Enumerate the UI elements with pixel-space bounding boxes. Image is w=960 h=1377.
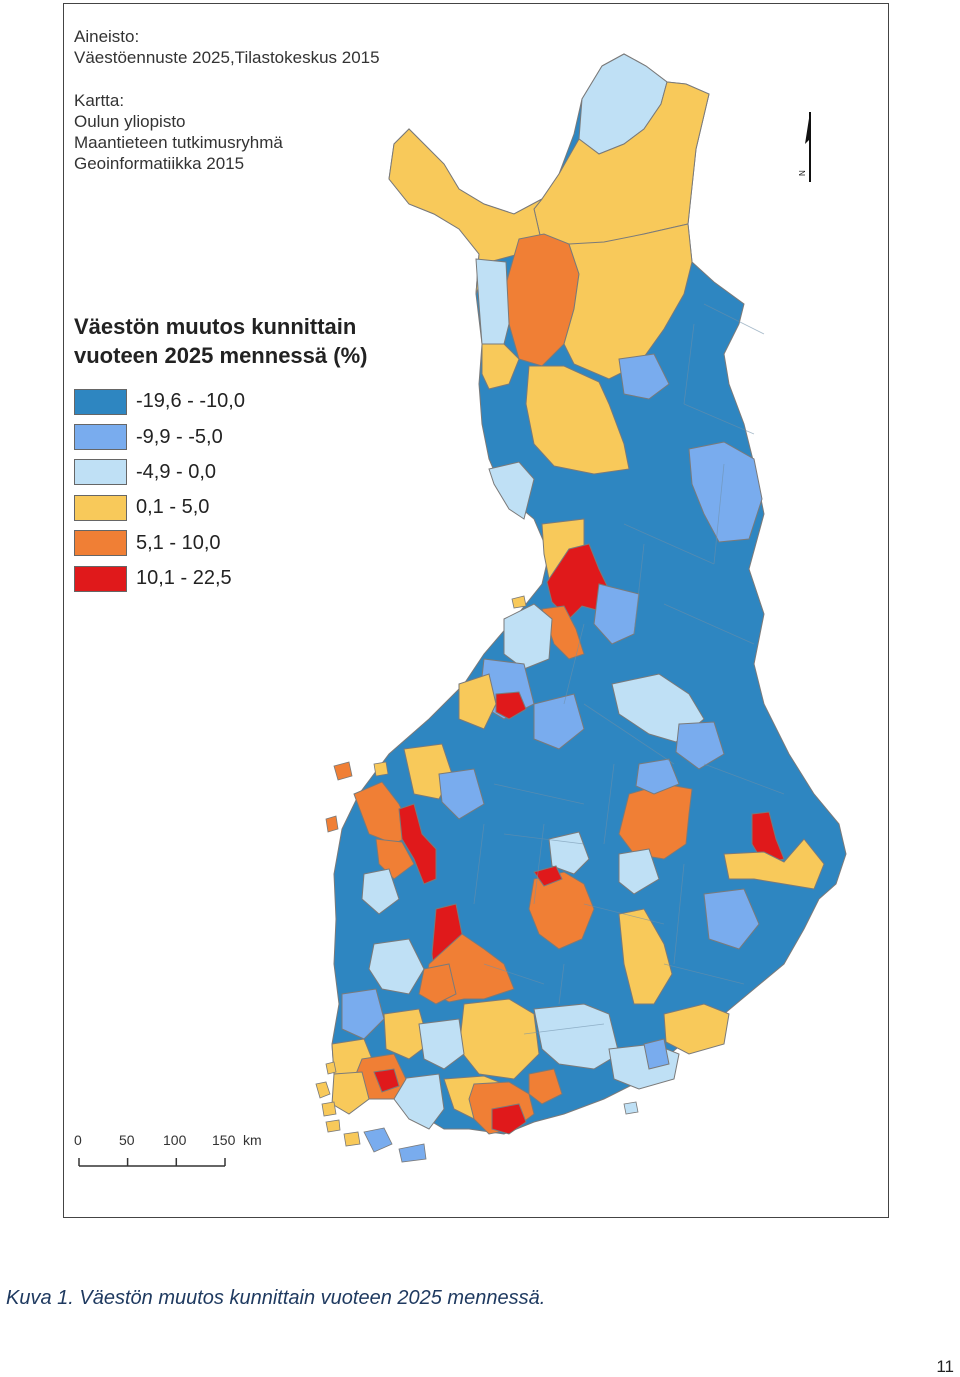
scale-label: 50 xyxy=(119,1132,135,1148)
region-pello xyxy=(488,461,535,520)
page-number: 11 xyxy=(936,1357,954,1376)
map-credits: Aineisto: Väestöennuste 2025,Tilastokesk… xyxy=(74,26,380,174)
scale-label: 0 xyxy=(74,1132,82,1148)
region-kuopio xyxy=(618,783,693,860)
scale-label: 150 xyxy=(212,1132,236,1148)
region-seinajoki-red xyxy=(398,803,437,885)
figure-caption: Kuva 1. Väestön muutos kunnittain vuotee… xyxy=(6,1287,546,1309)
region-mikkeli-yellow xyxy=(618,908,673,1005)
legend-swatch xyxy=(74,530,127,557)
map-frame: N Aineisto: Väestöennuste 2025,Tilastoke… xyxy=(63,3,889,1218)
map-credit-heading: Kartta: xyxy=(74,91,125,110)
region-oulu xyxy=(546,543,613,620)
scale-unit: km xyxy=(243,1132,262,1148)
region-varsinais-yellow xyxy=(331,1071,370,1115)
region-enontekio xyxy=(388,128,543,295)
region-forssa-light xyxy=(418,1018,465,1070)
legend-label: -4,9 - 0,0 xyxy=(136,460,217,483)
region-kempele xyxy=(541,605,585,660)
region-kalajoki-red xyxy=(495,691,527,720)
municipality-borders xyxy=(473,303,785,1035)
region-pirkanmaa-light xyxy=(368,938,425,995)
region-joensuu-red xyxy=(751,811,785,865)
legend-label: 5,1 - 10,0 xyxy=(136,531,221,554)
legend-title: Väestön muutos kunnittain vuoteen 2025 m… xyxy=(74,312,434,370)
legend-item: 5,1 - 10,0 xyxy=(74,526,434,561)
legend-label: 10,1 - 22,5 xyxy=(136,567,232,590)
legend-swatch xyxy=(74,565,127,592)
region-lappeenranta xyxy=(663,1003,730,1055)
region-pori xyxy=(341,988,385,1040)
legend-swatch xyxy=(74,388,127,415)
region-loimaa-yellow xyxy=(383,1008,430,1060)
region-lahti xyxy=(418,963,457,1005)
region-kokkola xyxy=(438,768,485,820)
legend-items: -19,6 - -10,0 -9,9 - -5,0 -4,9 - 0,0 0,1… xyxy=(74,384,434,596)
region-turku-red xyxy=(373,1068,400,1093)
region-sodankyla xyxy=(563,223,693,380)
map-credit-line: Oulun yliopisto xyxy=(74,112,186,131)
region-porvoo-orange xyxy=(528,1068,563,1105)
region-kouvola xyxy=(533,1003,620,1070)
map-credit-line: Maantieteen tutkimusryhmä xyxy=(74,133,283,152)
legend-swatch xyxy=(74,424,127,451)
region-muonio xyxy=(475,258,510,345)
legend-item: -19,6 - -10,0 xyxy=(74,384,434,419)
scale-label: 100 xyxy=(163,1132,187,1148)
legend-label: 0,1 - 5,0 xyxy=(136,496,210,519)
region-siilinjarvi xyxy=(635,758,680,795)
legend-label: -19,6 - -10,0 xyxy=(136,390,245,413)
legend-title-line: Väestön muutos kunnittain xyxy=(74,314,357,339)
map-credit-line: Geoinformatiikka 2015 xyxy=(74,154,245,173)
archipelago xyxy=(315,595,639,1163)
legend-item: 10,1 - 22,5 xyxy=(74,561,434,596)
legend-item: 0,1 - 5,0 xyxy=(74,490,434,525)
region-kolari xyxy=(481,343,520,390)
region-savonlinna-light xyxy=(618,848,660,895)
legend-swatch xyxy=(74,494,127,521)
region-jyvaskyla xyxy=(528,871,595,950)
region-rovaniemi xyxy=(525,365,630,475)
region-kalajoki-yellow xyxy=(458,673,497,730)
north-arrow: N xyxy=(798,112,811,182)
region-varkaus xyxy=(703,888,760,950)
region-kuusamo xyxy=(688,441,763,543)
region-ii xyxy=(593,583,640,645)
legend-item: -4,9 - 0,0 xyxy=(74,455,434,490)
legend-item: -9,9 - -5,0 xyxy=(74,419,434,454)
region-jyvaskyla-light xyxy=(548,831,590,875)
north-arrow-label: N xyxy=(798,170,807,176)
region-mustasaari xyxy=(375,838,415,880)
region-helsinki-red xyxy=(491,1103,527,1135)
legend-title-line: vuoteen 2025 mennessä (%) xyxy=(74,343,368,368)
finland-map: N xyxy=(78,53,847,1167)
legend: Väestön muutos kunnittain vuoteen 2025 m… xyxy=(74,312,434,596)
source-line: Väestöennuste 2025,Tilastokeskus 2015 xyxy=(74,48,380,67)
region-imatra xyxy=(643,1038,670,1070)
legend-label: -9,9 - -5,0 xyxy=(136,425,223,448)
scale-bar-line xyxy=(78,1158,226,1167)
source-heading: Aineisto: xyxy=(74,27,140,46)
region-joensuu-yellow xyxy=(723,838,825,890)
region-kemi xyxy=(618,353,670,400)
region-raahe xyxy=(503,603,553,670)
legend-swatch xyxy=(74,459,127,486)
region-jyvaskyla-red xyxy=(533,865,563,887)
region-kaskinen xyxy=(361,868,400,915)
region-sotkamo xyxy=(675,721,725,770)
region-nivala xyxy=(533,693,585,750)
